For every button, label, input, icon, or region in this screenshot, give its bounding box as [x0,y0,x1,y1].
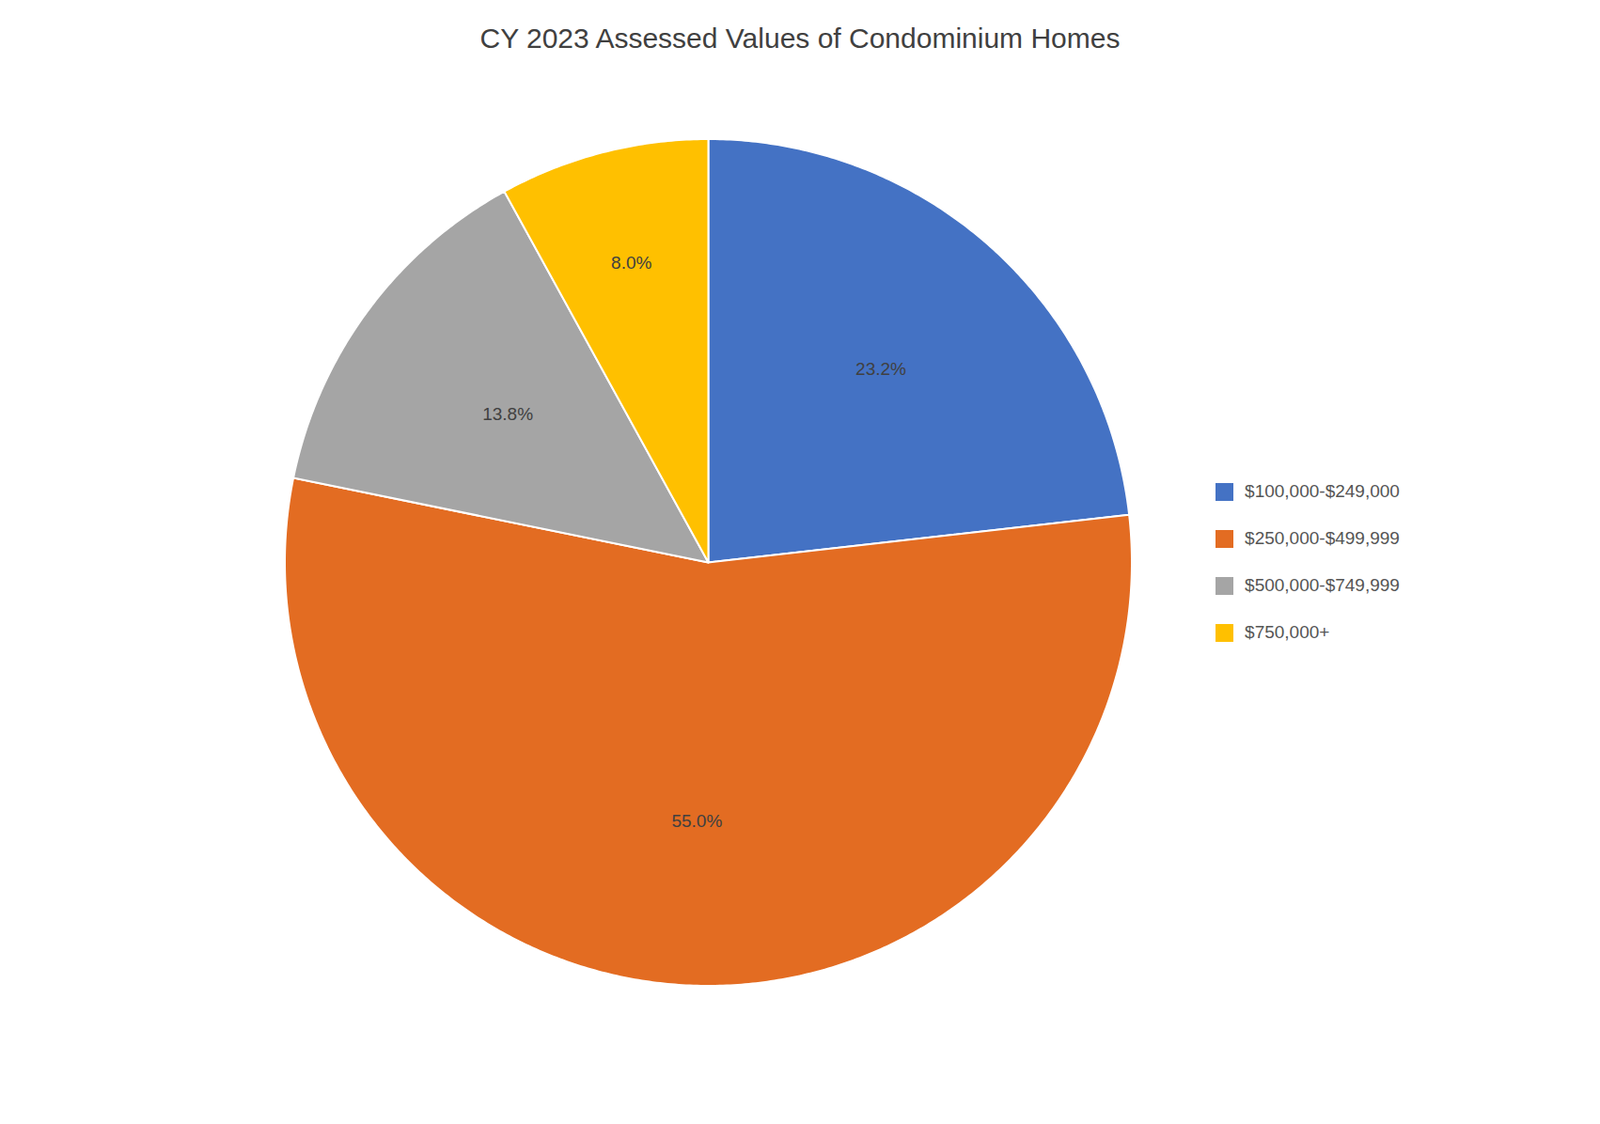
svg-text:55.0%: 55.0% [672,811,723,832]
html-text:$750,000+: $750,000+ [1244,622,1330,643]
svg-text:23.2%: 23.2% [855,359,907,379]
html-text:$250,000-$499,999: $250,000-$499,999 [1244,528,1400,549]
html-text:$500,000-$749,999: $500,000-$749,999 [1244,575,1400,596]
html-text:$100,000-$249,000: $100,000-$249,000 [1244,481,1400,502]
svg-text:13.8%: 13.8% [482,404,534,424]
svg-text:8.0%: 8.0% [611,252,652,273]
html-text:CY 2023 Assessed Values of Con: CY 2023 Assessed Values of Condominium H… [479,22,1121,54]
